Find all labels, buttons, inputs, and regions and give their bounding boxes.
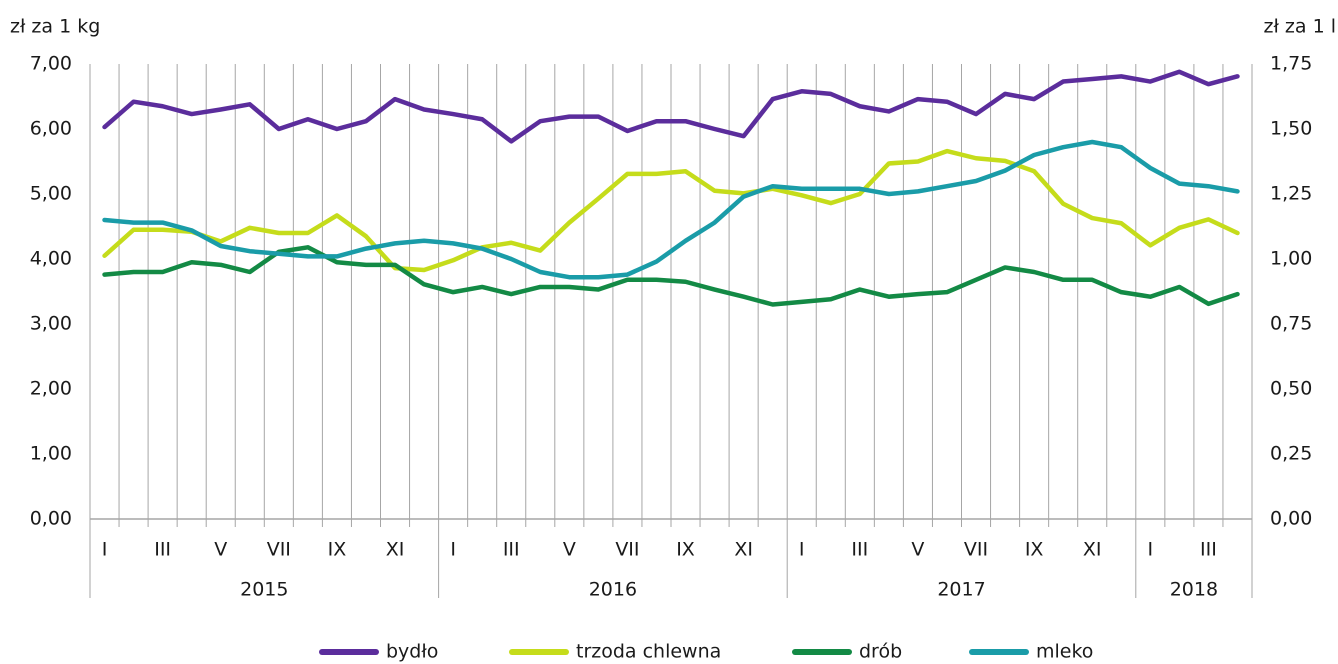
- series-line: [102, 148, 1240, 273]
- y2-tick-label: 0,75: [1270, 313, 1312, 335]
- year-label: 2015: [240, 579, 288, 601]
- x-tick-label: V: [563, 539, 576, 561]
- x-tick-label: XI: [1083, 539, 1102, 561]
- legend-label: drób: [859, 641, 902, 663]
- y2-tick-label: 1,25: [1270, 183, 1312, 205]
- y-axis-label: zł za 1 kg: [10, 16, 100, 38]
- x-tick-label: I: [1148, 539, 1154, 561]
- legend-label: trzoda chlewna: [576, 641, 721, 663]
- series-line: [102, 69, 1240, 144]
- x-tick-label: VII: [267, 539, 291, 561]
- x-tick-label: V: [214, 539, 227, 561]
- y-tick-label: 0,00: [30, 508, 72, 530]
- y2-tick-label: 1,75: [1270, 53, 1312, 75]
- x-tick-label: III: [154, 539, 171, 561]
- x-tick-label: III: [503, 539, 520, 561]
- y-tick-label: 6,00: [30, 118, 72, 140]
- y2-tick-label: 0,00: [1270, 508, 1312, 530]
- y2-tick-label: 1,00: [1270, 248, 1312, 270]
- y-tick-label: 4,00: [30, 248, 72, 270]
- x-tick-label: XI: [386, 539, 405, 561]
- y-tick-label: 1,00: [30, 443, 72, 465]
- year-label: 2017: [937, 579, 985, 601]
- year-label: 2016: [589, 579, 637, 601]
- x-tick-label: I: [102, 539, 108, 561]
- x-tick-label: III: [851, 539, 868, 561]
- y2-tick-label: 1,50: [1270, 118, 1312, 140]
- x-tick-label: IX: [1025, 539, 1044, 561]
- x-tick-label: I: [799, 539, 805, 561]
- y-tick-label: 2,00: [30, 378, 72, 400]
- x-tick-label: VII: [964, 539, 988, 561]
- legend-label: bydło: [386, 641, 438, 663]
- legend-label: mleko: [1036, 641, 1093, 663]
- x-tick-label: I: [450, 539, 456, 561]
- y-tick-label: 3,00: [30, 313, 72, 335]
- series-line: [102, 245, 1240, 307]
- y-tick-label: 5,00: [30, 183, 72, 205]
- y-tick-label: 7,00: [30, 53, 72, 75]
- y2-tick-label: 0,50: [1270, 378, 1312, 400]
- y2-axis-label: zł za 1 l: [1264, 16, 1336, 38]
- y2-tick-label: 0,25: [1270, 443, 1312, 465]
- x-tick-label: IX: [328, 539, 347, 561]
- series-line: [102, 139, 1240, 280]
- x-tick-label: IX: [676, 539, 695, 561]
- x-tick-label: VII: [615, 539, 639, 561]
- year-label: 2018: [1170, 579, 1218, 601]
- x-tick-label: XI: [734, 539, 753, 561]
- x-tick-label: III: [1200, 539, 1217, 561]
- x-tick-label: V: [911, 539, 924, 561]
